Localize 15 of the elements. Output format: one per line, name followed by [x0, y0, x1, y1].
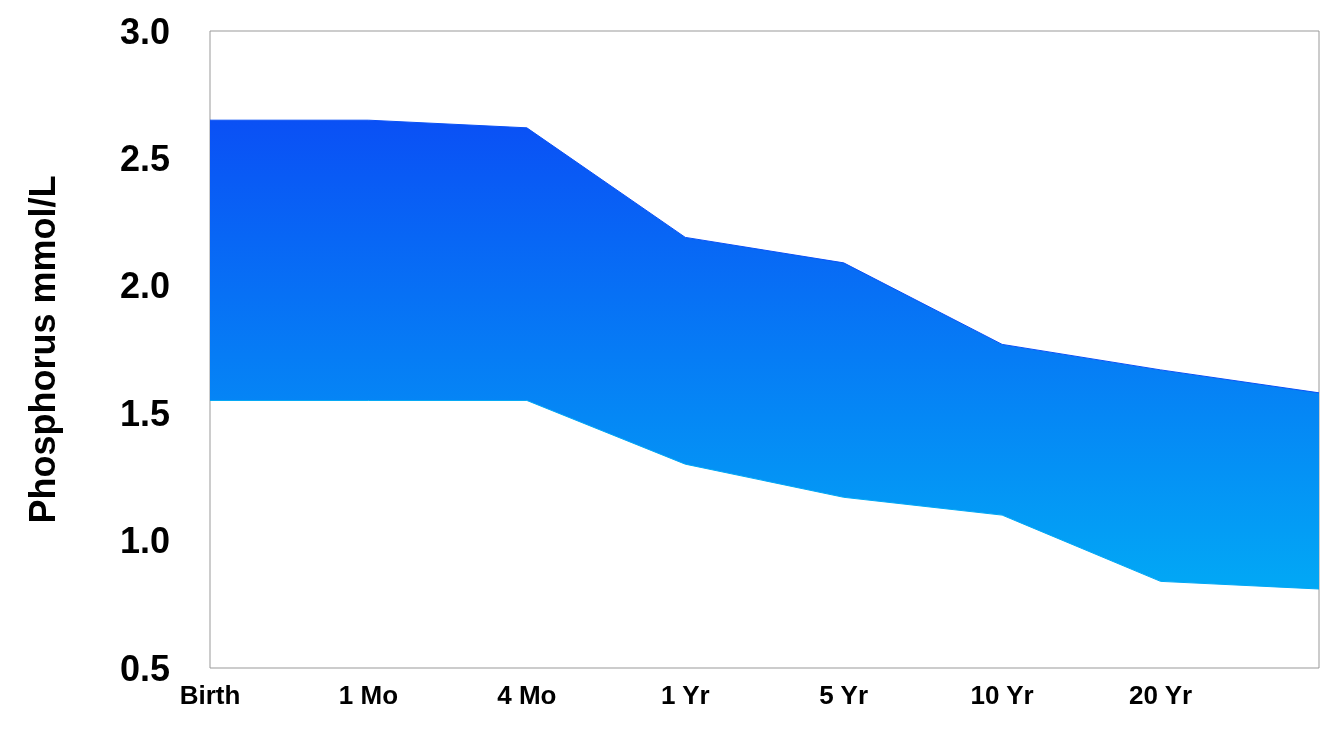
- y-tick-label: 3.0: [119, 10, 170, 52]
- y-tick-label: 1.5: [119, 392, 170, 434]
- x-tick-label: 1 Mo: [338, 680, 399, 710]
- y-tick-label: 0.5: [119, 647, 170, 689]
- x-tick-label: Birth: [179, 680, 241, 710]
- y-tick-label: 2.5: [119, 137, 170, 179]
- y-axis-title: Phosphorus mmol/L: [21, 175, 63, 524]
- line-series: [209, 399, 1320, 590]
- x-tick-label: 10 Yr: [970, 680, 1034, 710]
- x-tick-label: 20 Yr: [1129, 680, 1193, 710]
- x-tick-label: 1 Yr: [660, 680, 710, 710]
- x-tick-label: 4 Mo: [497, 680, 557, 710]
- y-tick-label: 1.0: [119, 520, 170, 562]
- x-tick-label: 5 Yr: [819, 680, 869, 710]
- y-tick-label: 2.0: [119, 265, 170, 307]
